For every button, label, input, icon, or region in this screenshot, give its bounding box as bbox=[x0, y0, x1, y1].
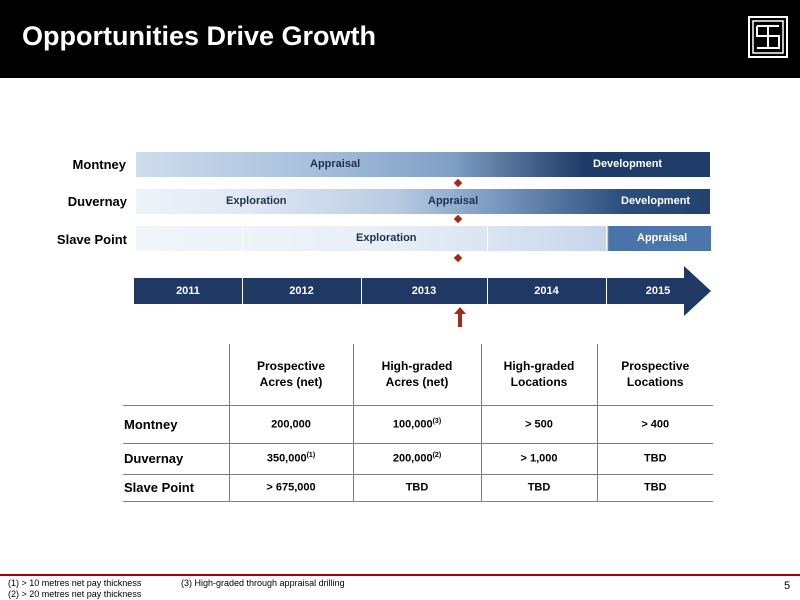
column-header: High-graded Acres (net) bbox=[352, 344, 481, 405]
table-row: Duvernay 350,000(1) 200,000(2) > 1,000 T… bbox=[123, 442, 713, 474]
gantt-bar-duvernay: Exploration Appraisal Development bbox=[136, 189, 710, 214]
gantt-label-duvernay: Duvernay bbox=[67, 194, 127, 209]
grid-line bbox=[606, 226, 607, 270]
row-header: Duvernay bbox=[123, 442, 229, 474]
table-row: Montney 200,000 100,000(3) > 500 > 400 bbox=[123, 404, 713, 443]
page-number: 5 bbox=[784, 580, 791, 592]
timeline-divider bbox=[487, 278, 488, 304]
table-header-row: Prospective Acres (net) High-graded Acres … bbox=[123, 344, 713, 405]
table-cell: > 400 bbox=[596, 404, 713, 443]
year-label: 2011 bbox=[176, 285, 200, 297]
footer-rule bbox=[0, 574, 800, 576]
table-cell: > 675,000 bbox=[228, 473, 353, 502]
current-marker bbox=[453, 214, 463, 224]
phase-exploration: Exploration bbox=[226, 195, 287, 207]
column-header: Prospective Acres (net) bbox=[228, 344, 353, 405]
year-label: 2014 bbox=[534, 285, 559, 297]
table-cell: 100,000(3) bbox=[352, 404, 481, 443]
table-cell: 350,000(1) bbox=[228, 442, 353, 474]
year-label: 2012 bbox=[289, 285, 314, 297]
timeline-divider bbox=[242, 278, 243, 304]
page-title: Opportunities Drive Growth bbox=[22, 21, 377, 51]
title-bar: Opportunities Drive Growth bbox=[0, 0, 800, 78]
phase-exploration: Exploration bbox=[356, 232, 417, 244]
table-cell: TBD bbox=[480, 473, 597, 502]
company-logo-icon bbox=[748, 16, 788, 58]
table-cell: TBD bbox=[352, 473, 481, 502]
current-date-up-arrow-icon bbox=[454, 307, 466, 327]
phase-appraisal: Appraisal bbox=[637, 232, 688, 244]
table-row: Slave Point > 675,000 TBD TBD TBD bbox=[123, 473, 713, 502]
current-marker bbox=[453, 253, 463, 263]
grid-line bbox=[242, 226, 243, 270]
table-cell: > 500 bbox=[480, 404, 597, 443]
table-corner bbox=[123, 344, 229, 405]
year-label: 2013 bbox=[411, 285, 437, 297]
phase-appraisal: Appraisal bbox=[428, 195, 479, 207]
table-cell: > 1,000 bbox=[480, 442, 597, 474]
row-header: Montney bbox=[123, 404, 229, 443]
table-cell: TBD bbox=[596, 442, 713, 474]
row-header: Slave Point bbox=[123, 473, 229, 502]
timeline-divider bbox=[606, 278, 607, 304]
gantt-bar-slave-point: Exploration Appraisal bbox=[136, 226, 711, 251]
phase-appraisal: Appraisal bbox=[310, 158, 361, 170]
grid-line bbox=[487, 226, 488, 270]
phase-development: Development bbox=[593, 158, 663, 170]
timeline-divider bbox=[361, 278, 362, 304]
table-cell: 200,000(2) bbox=[352, 442, 481, 474]
timeline-arrowhead-icon bbox=[684, 266, 711, 316]
table-cell: 200,000 bbox=[228, 404, 353, 443]
timeline-bar bbox=[134, 278, 686, 304]
gantt-bar-montney: Appraisal Development bbox=[136, 152, 710, 177]
table-cell: TBD bbox=[596, 473, 713, 502]
gantt-label-montney: Montney bbox=[72, 157, 126, 172]
column-header: High-graded Locations bbox=[480, 344, 597, 405]
resource-table: Prospective Acres (net) High-graded Acres … bbox=[123, 344, 713, 502]
current-marker bbox=[453, 178, 463, 188]
footnote-2: (2) > 20 metres net pay thickness bbox=[8, 589, 142, 599]
column-header: Prospective Locations bbox=[596, 344, 713, 405]
year-label: 2015 bbox=[645, 285, 671, 297]
footnote-1: (1) > 10 metres net pay thickness bbox=[8, 578, 142, 588]
gantt-label-slave-point: Slave Point bbox=[56, 232, 127, 247]
footnote-3: (3) High-graded through appraisal drilli… bbox=[181, 578, 345, 588]
phase-development: Development bbox=[621, 195, 691, 207]
